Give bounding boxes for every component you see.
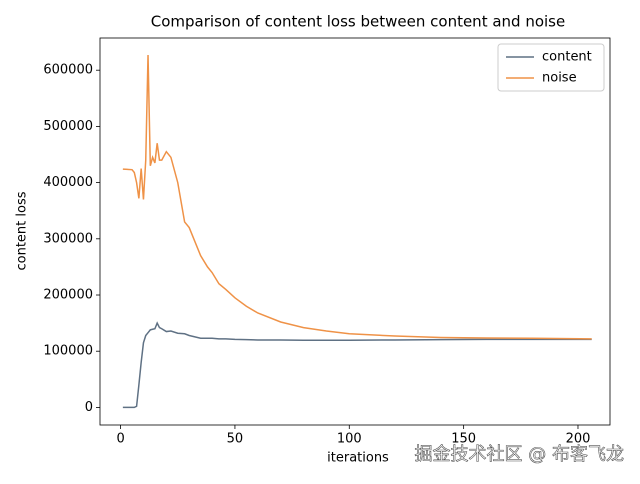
x-tick-label: 200 xyxy=(566,432,591,447)
y-tick-label: 200000 xyxy=(43,288,93,303)
x-tick-label: 50 xyxy=(227,432,244,447)
y-tick-label: 300000 xyxy=(43,231,93,246)
y-tick-label: 500000 xyxy=(43,119,93,134)
y-tick-label: 100000 xyxy=(43,344,93,359)
series-line xyxy=(122,55,592,340)
legend-label: content xyxy=(542,50,592,65)
y-tick-label: 600000 xyxy=(43,63,93,78)
x-tick-label: 150 xyxy=(451,432,476,447)
y-tick-label: 400000 xyxy=(43,175,93,190)
y-tick-label: 0 xyxy=(85,400,93,415)
legend-label: noise xyxy=(542,71,577,86)
series-line xyxy=(122,321,592,409)
x-axis-label: iterations xyxy=(327,451,389,466)
x-tick-label: 100 xyxy=(337,432,362,447)
watermark: 掘金技术社区 @ 布客飞龙 xyxy=(415,444,624,465)
chart-title: Comparison of content loss between conte… xyxy=(151,13,565,31)
axes-frame xyxy=(99,37,611,426)
y-axis-label: content loss xyxy=(15,191,30,270)
x-tick-label: 0 xyxy=(116,432,124,447)
legend-box xyxy=(497,43,605,92)
